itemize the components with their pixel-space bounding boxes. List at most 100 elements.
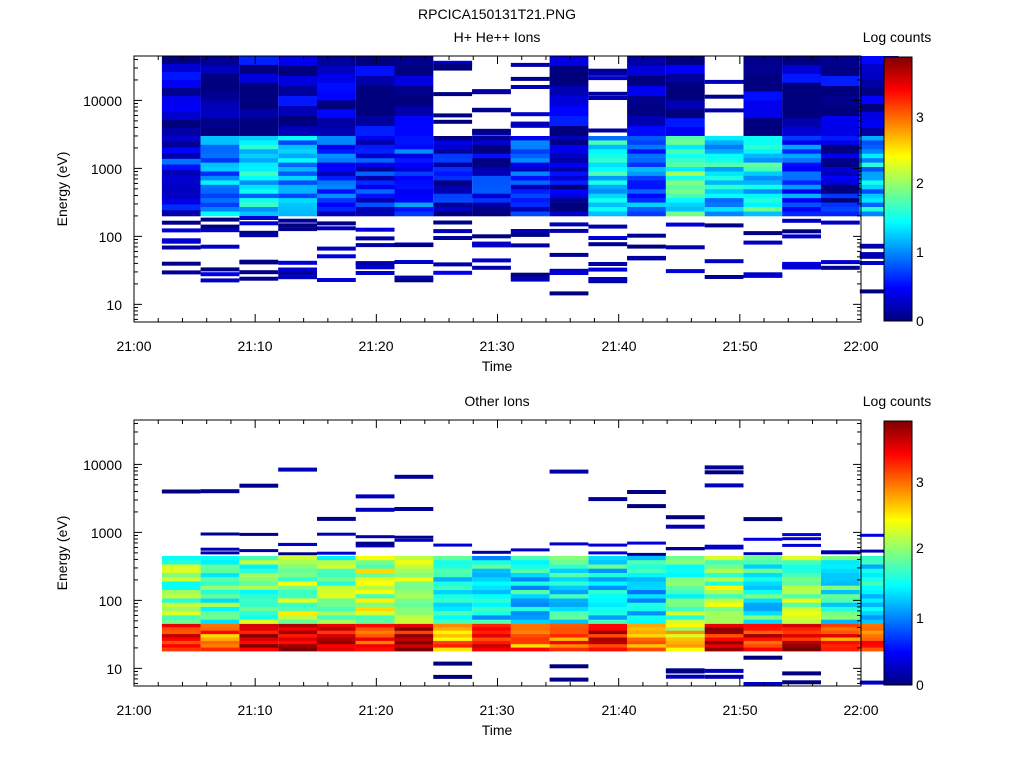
heatmap-cell — [239, 171, 279, 177]
heatmap-cell — [743, 556, 783, 561]
heatmap-cell — [665, 515, 705, 520]
heatmap-cell — [355, 564, 395, 570]
heatmap-cell — [859, 136, 899, 141]
heatmap-cell — [821, 167, 860, 172]
heatmap-cell — [433, 63, 473, 68]
heatmap-cell — [472, 568, 511, 574]
heatmap-cell — [549, 590, 589, 595]
heatmap-cell — [239, 623, 279, 628]
heatmap-cell — [510, 123, 550, 128]
heatmap-cell — [782, 634, 821, 638]
heatmap-cell — [317, 56, 356, 66]
heatmap-cell — [239, 180, 279, 186]
heatmap-cell — [704, 577, 744, 582]
heatmap-cell — [200, 56, 240, 66]
heatmap-cell — [200, 73, 240, 84]
heatmap-cell — [394, 564, 434, 570]
heatmap-cell — [472, 171, 511, 177]
heatmap-cell — [704, 544, 744, 548]
heatmap-cell — [433, 144, 473, 150]
heatmap-cell — [200, 224, 240, 229]
heatmap-cell — [239, 233, 279, 238]
heatmap-cell — [549, 598, 589, 604]
heatmap-cell — [782, 73, 821, 84]
heatmap-cell — [394, 66, 434, 77]
heatmap-cell — [665, 140, 705, 146]
heatmap-cell — [627, 207, 666, 212]
heatmap-cell — [510, 585, 550, 591]
heatmap-cell — [549, 627, 589, 632]
heatmap-cell — [278, 144, 317, 150]
heatmap-cell — [743, 606, 783, 612]
heatmap-cell — [278, 585, 317, 591]
heatmap-cell — [704, 640, 744, 645]
heatmap-cell — [317, 184, 356, 190]
heatmap-cell — [472, 241, 511, 246]
heatmap-cell — [472, 594, 511, 599]
heatmap-cell — [821, 606, 860, 612]
heatmap-cell — [782, 118, 821, 128]
heatmap-cell — [394, 96, 434, 107]
heatmap-cell — [510, 564, 550, 570]
heatmap-cell — [859, 189, 899, 195]
heatmap-cell — [278, 202, 317, 208]
heatmap-cell — [161, 619, 201, 625]
heatmap-cell — [782, 218, 821, 223]
heatmap-cell — [627, 171, 666, 177]
heatmap-cell — [161, 158, 201, 165]
heatmap-cell — [821, 615, 860, 620]
heatmap-cell — [549, 568, 589, 574]
x-tick-label: 21:40 — [601, 338, 636, 354]
heatmap-cell — [355, 611, 395, 616]
heatmap-cell — [588, 594, 628, 599]
heatmap-cell — [782, 198, 821, 203]
heatmap-cell — [317, 136, 356, 141]
heatmap-cell — [472, 615, 511, 620]
heatmap-cell — [743, 82, 783, 92]
heatmap-cell — [161, 556, 201, 561]
heatmap-cell — [665, 109, 705, 119]
heatmap-cell — [472, 611, 511, 616]
heatmap-cell — [588, 71, 628, 76]
heatmap-cell — [743, 64, 783, 75]
heatmap-cell — [821, 590, 860, 595]
heatmap-cell — [782, 264, 821, 269]
heatmap-cell — [355, 211, 395, 217]
heatmap-cell — [588, 149, 628, 155]
heatmap-cell — [859, 254, 899, 259]
heatmap-cell — [821, 180, 860, 186]
heatmap-cell — [317, 602, 356, 608]
heatmap-cell — [549, 149, 589, 155]
figure-title: RPCICA150131T21.PNG — [418, 6, 576, 22]
heatmap-cell — [433, 229, 473, 234]
heatmap-cell — [355, 494, 395, 499]
heatmap-cell — [549, 140, 589, 146]
heatmap-cell — [859, 180, 899, 186]
heatmap-cell — [239, 556, 279, 561]
heatmap-cell — [704, 189, 744, 195]
heatmap-cell — [239, 573, 279, 578]
heatmap-cell — [665, 56, 705, 66]
heatmap-cell — [821, 568, 860, 574]
heatmap-cell — [394, 573, 434, 578]
heatmap-cell — [355, 126, 395, 137]
heatmap-cell — [161, 175, 201, 182]
heatmap-cell — [627, 504, 666, 509]
heatmap-cell — [278, 106, 317, 117]
heatmap-cell — [704, 171, 744, 177]
heatmap-cell — [278, 275, 317, 280]
colorbar-tick-labels: 0 1 2 3 — [916, 474, 924, 693]
heatmap-cell — [394, 637, 434, 642]
heatmap-cell — [549, 560, 589, 565]
heatmap-cell — [510, 121, 550, 126]
heatmap-cell — [510, 202, 550, 208]
heatmap-cell — [394, 140, 434, 146]
heatmap-cell — [161, 489, 201, 494]
heatmap-cell — [665, 193, 705, 199]
heatmap-cell — [433, 162, 473, 168]
heatmap-cell — [239, 611, 279, 616]
heatmap-cell — [394, 86, 434, 97]
heatmap-cell — [161, 611, 201, 616]
heatmap-cell — [821, 56, 860, 67]
heatmap-cell — [472, 158, 511, 163]
